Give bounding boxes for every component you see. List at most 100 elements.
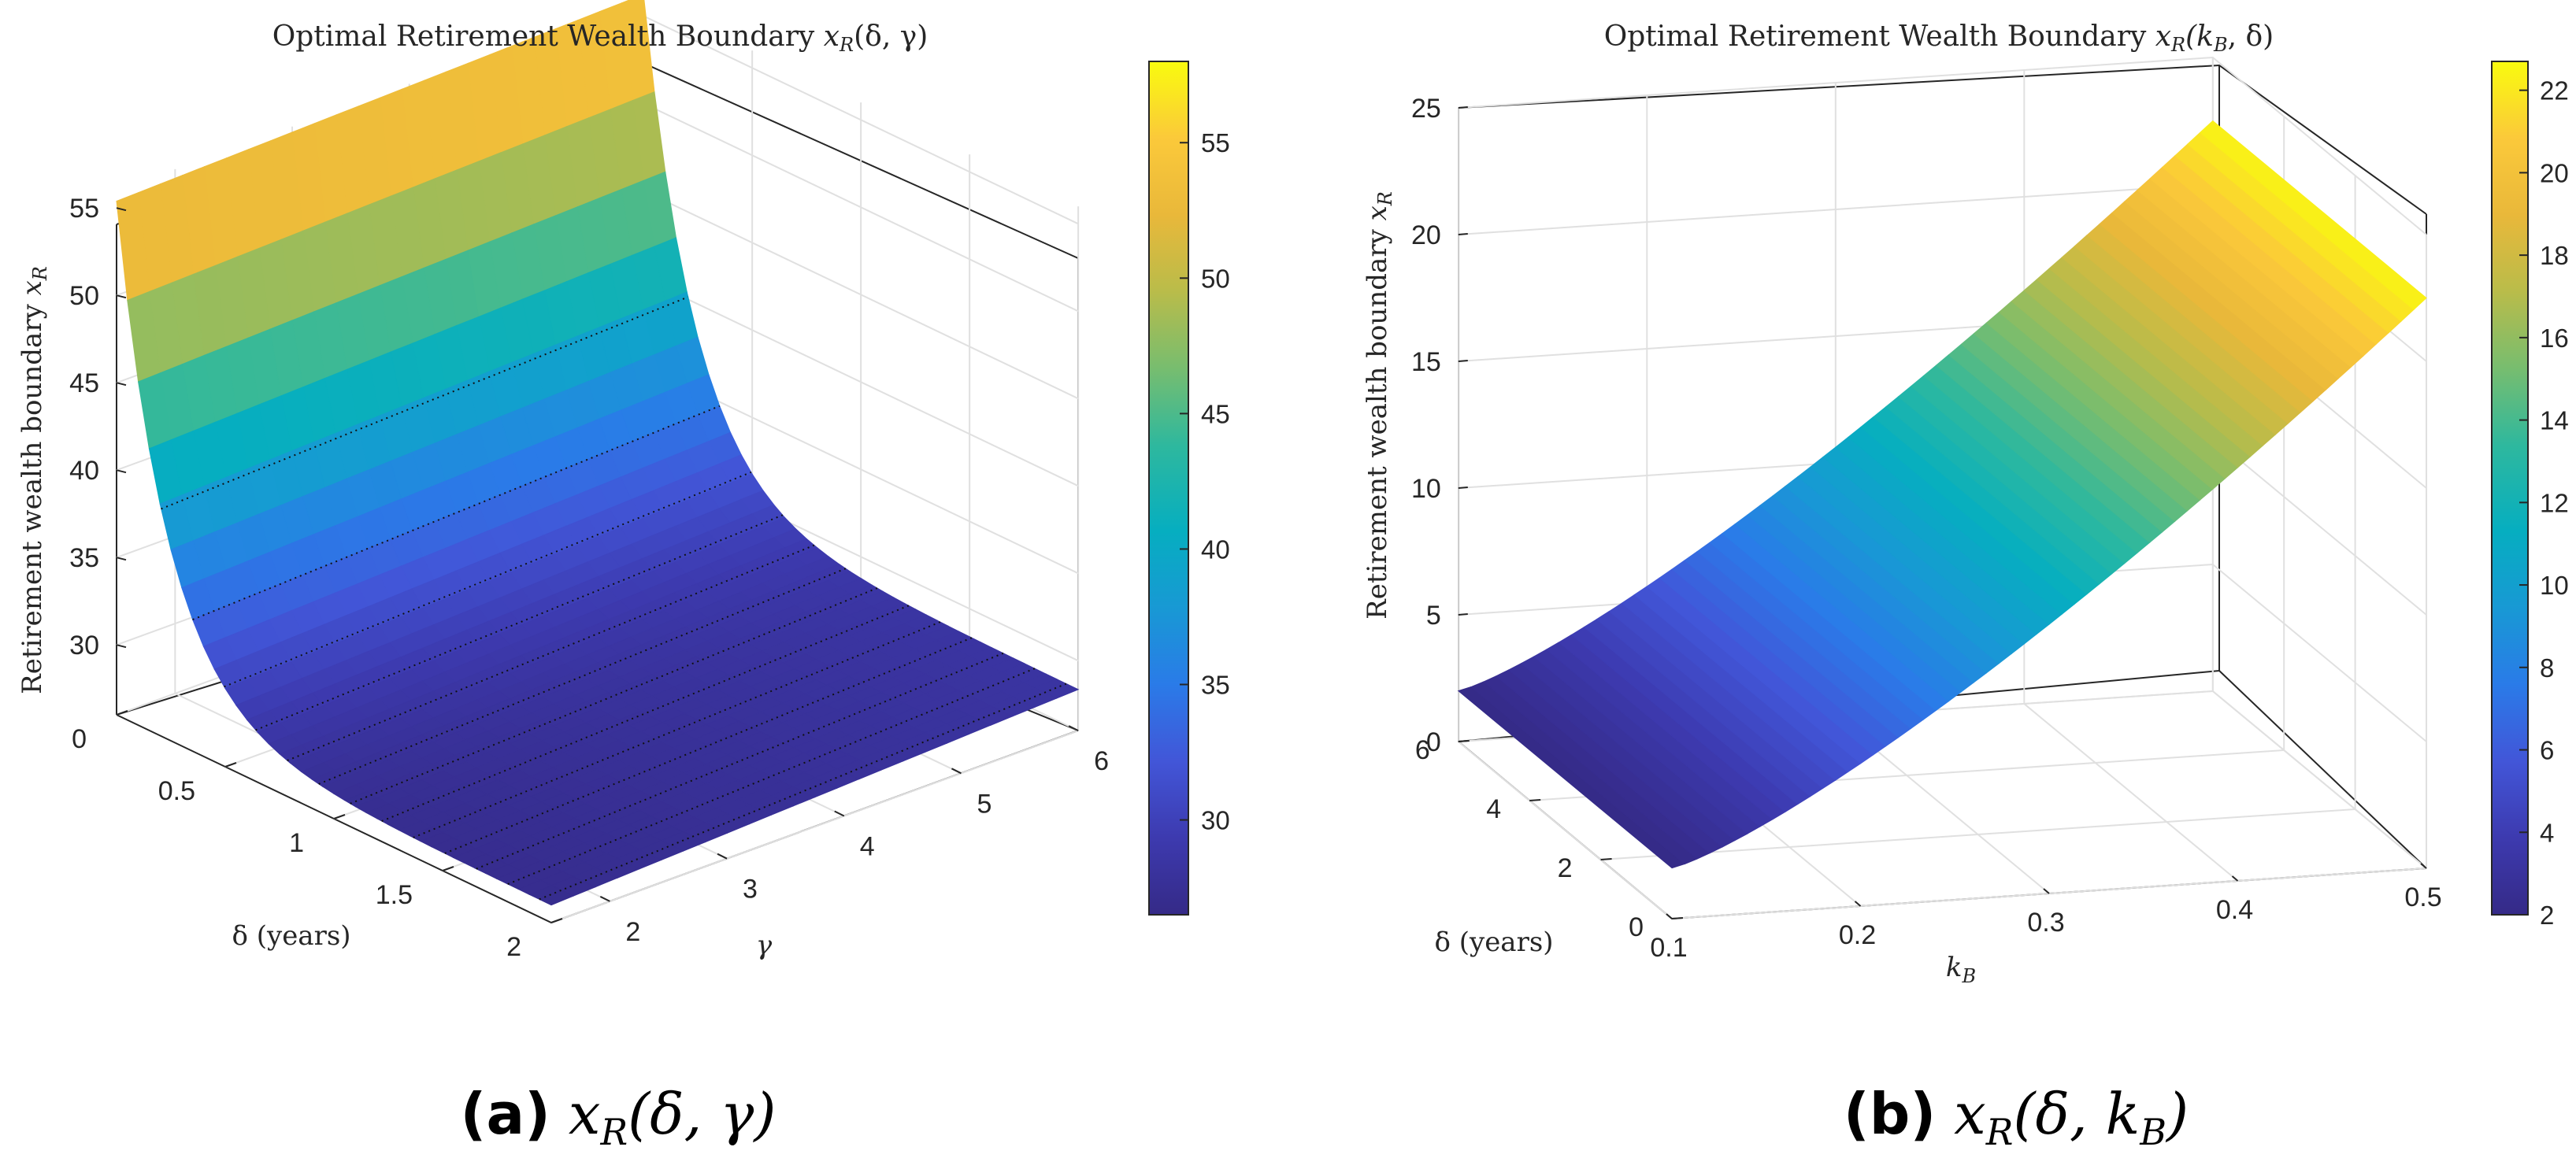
panel-b-ytick-mark <box>1529 799 1541 801</box>
panel-a-colorbar-gradient <box>1148 61 1189 916</box>
panel-b-ticks: 0 5 10 15 20 25 0.1 0.2 0.3 0.4 0.5 0 2 4 6 <box>1411 94 2442 963</box>
panel-a-xtick-mark <box>116 710 128 716</box>
panel-b-xtick-label: 0.3 <box>2027 908 2064 938</box>
panel-b-ztick-label: 5 <box>1426 601 1441 631</box>
panel-b-ytick-label: 0 <box>1629 912 1644 942</box>
panel-a-contour-line <box>192 405 721 621</box>
panel-a-ytick-mark <box>717 853 728 860</box>
panel-a-xtick-label: 2 <box>506 932 521 962</box>
panel-a-ylabel: γ <box>756 930 773 961</box>
panel-a-contour-line <box>255 514 784 731</box>
panel-b-colorbar-gradient <box>2491 61 2529 916</box>
panel-a-xtick-label: 0.5 <box>158 776 195 806</box>
panel-a-contour-line <box>476 652 1004 870</box>
panel-b-xtick-label: 0.2 <box>1839 920 1876 950</box>
panel-b-colorbar-label: 4 <box>2540 818 2554 847</box>
panel-a-caption: (a) xR(δ, γ) <box>461 1081 777 1153</box>
panel-b-xtick-label: 0.1 <box>1650 933 1687 963</box>
panel-a-contour-line <box>350 587 878 805</box>
panel-b-zlabel: Retirement wealth boundary xR <box>1362 191 1396 620</box>
panel-b-ytick-mark <box>1671 917 1684 919</box>
panel-b-ztick-label: 20 <box>1411 220 1441 250</box>
panel-b-xtick-label: 0.4 <box>2216 895 2253 925</box>
panel-b-surface <box>1457 120 2427 869</box>
panel-a-colorbar-label: 30 <box>1201 806 1230 835</box>
panel-a-contour-line <box>161 296 689 510</box>
panel-b-ygrid-line <box>1600 176 2356 860</box>
panel-a-colorbar-label: 45 <box>1201 399 1230 428</box>
panel-b-colorbar-label: 16 <box>2540 324 2569 353</box>
panel-a-ytick-mark <box>599 896 610 902</box>
panel-b-colorbar-label: 8 <box>2540 653 2554 683</box>
panel-b-chart: 0 5 10 15 20 25 0.1 0.2 0.3 0.4 0.5 0 2 4 6 Optimal Re… <box>1362 20 2569 1153</box>
panel-b-colorbar-label: 18 <box>2540 241 2569 270</box>
panel-b-xtick-mark <box>2231 875 2239 882</box>
panel-a-xtick-mark <box>550 918 563 923</box>
panel-a-colorbar-label: 40 <box>1201 535 1230 564</box>
panel-a-ytick-mark <box>951 768 962 775</box>
panel-a-ztick-mark <box>116 294 127 299</box>
panel-b-colorbar-label: 22 <box>2540 76 2569 105</box>
panel-b-ytick-label: 6 <box>1415 735 1430 765</box>
panel-a-contour-line <box>444 637 973 854</box>
panel-a-colorbar-label: 35 <box>1201 670 1230 699</box>
panel-a-xtick-label: 1 <box>289 828 304 858</box>
panel-a-xtick-label: 1.5 <box>376 880 413 910</box>
panel-a-ytick-label: 4 <box>860 832 875 862</box>
panel-b-xtick-mark <box>2043 888 2050 894</box>
panel-a-surface-patch <box>539 890 575 906</box>
panel-b-ztick-mark <box>1458 233 1468 235</box>
panel-a-xlabel: δ (years) <box>232 920 350 952</box>
panel-a-ytick-label: 5 <box>977 789 991 819</box>
panel-a-xtick-mark <box>442 866 454 871</box>
panel-b-colorbar-label: 10 <box>2540 571 2569 600</box>
panel-b-caption: (b) xR(δ, kB) <box>1844 1081 2189 1153</box>
panel-b-colorbar-label: 14 <box>2540 406 2569 435</box>
panel-a-colorbar: 30 35 40 45 50 55 <box>1148 61 1230 916</box>
panel-a-ztick-mark <box>116 644 127 649</box>
panel-b-colorbar: 2 4 6 8 10 12 14 16 18 20 22 <box>2491 61 2569 930</box>
panel-b-xtick-label: 0.5 <box>2404 882 2441 912</box>
panel-a-title: Optimal Retirement Wealth Boundary xR(δ,… <box>272 20 928 56</box>
panel-b-ytick-label: 4 <box>1486 794 1501 824</box>
panel-a-ytick-label: 3 <box>743 875 758 905</box>
panel-b-colorbar-label: 12 <box>2540 488 2569 517</box>
panel-b-ztick-mark <box>1458 106 1468 109</box>
panel-a-colorbar-label: 55 <box>1201 128 1230 157</box>
panel-b-surface-patch <box>2200 120 2427 310</box>
panel-a-colorbar-label: 50 <box>1201 264 1230 293</box>
panel-a-contour-line <box>318 568 847 785</box>
panel-a-ytick-mark <box>834 810 845 817</box>
panel-b-ztick-mark <box>1458 487 1468 489</box>
panel-b-colorbar-label: 20 <box>2540 158 2569 187</box>
panel-a-ztick-label: 55 <box>69 194 99 224</box>
panel-b-ztick-label: 15 <box>1411 347 1441 377</box>
panel-a-xtick-mark <box>333 814 346 819</box>
panel-a-ztick-mark <box>116 469 127 474</box>
panel-b-xlabel: kB <box>1946 952 1976 987</box>
panel-b-ztick-label: 0 <box>1426 727 1441 757</box>
panel-a-ztick-mark <box>116 207 127 212</box>
panel-a-ztick-label: 35 <box>69 543 99 573</box>
panel-b-colorbar-label: 2 <box>2540 901 2554 930</box>
panel-b-xtick-mark <box>1854 901 1862 907</box>
panel-b-ytick-label: 2 <box>1558 853 1573 883</box>
panel-a-ztick-mark <box>116 382 127 387</box>
panel-a-contour-line <box>224 471 752 688</box>
panel-a-ztick-label: 45 <box>69 368 99 398</box>
panel-b-ztick-label: 25 <box>1411 94 1441 124</box>
panel-a-contour-line <box>507 668 1036 886</box>
panel-b-colorbar-label: 6 <box>2540 736 2554 765</box>
panel-a-contour-line <box>539 683 1067 901</box>
panel-a-contour-line <box>381 605 910 823</box>
panel-a-xtick-label: 0 <box>72 724 87 754</box>
panel-a-ztick-label: 30 <box>69 631 99 660</box>
panel-a-ytick-label: 2 <box>625 917 640 947</box>
panel-a-ztick-mark <box>116 557 127 561</box>
panel-a-xtick-mark <box>224 762 237 768</box>
panel-a-zlabel: Retirement wealth boundary xR <box>17 266 51 694</box>
panel-b-xtick-mark <box>1666 913 1673 919</box>
